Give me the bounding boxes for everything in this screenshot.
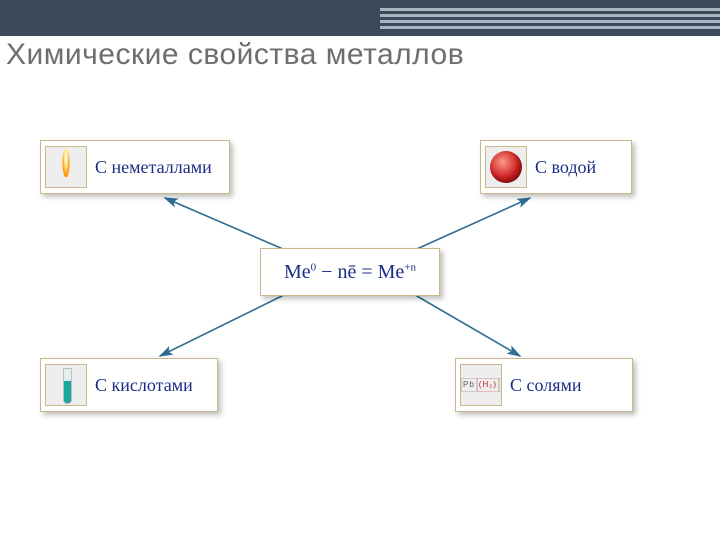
- center-formula: Me0 − nē = Me+n: [284, 261, 416, 284]
- formula-me1: Me: [284, 261, 311, 283]
- node-acids[interactable]: С кислотами: [40, 358, 218, 412]
- node-water[interactable]: С водой: [480, 140, 632, 194]
- flame-icon: [45, 146, 87, 188]
- test-tube-icon: [45, 364, 87, 406]
- diagram-canvas: Me0 − nē = Me+n С неметаллами С водой С …: [0, 0, 720, 540]
- node-label: С водой: [535, 157, 596, 178]
- formula-sup2: +n: [404, 261, 416, 273]
- center-formula-box: Me0 − nē = Me+n: [260, 248, 440, 296]
- node-label: С кислотами: [95, 375, 193, 396]
- node-label: С солями: [510, 375, 582, 396]
- node-nonmetals[interactable]: С неметаллами: [40, 140, 230, 194]
- formula-mid: − nē = Me: [316, 261, 404, 283]
- salts-series-icon: Pb(H₂)CuHg: [460, 364, 502, 406]
- node-salts[interactable]: Pb(H₂)CuHg С солями: [455, 358, 633, 412]
- petri-dish-icon: [485, 146, 527, 188]
- node-label: С неметаллами: [95, 157, 212, 178]
